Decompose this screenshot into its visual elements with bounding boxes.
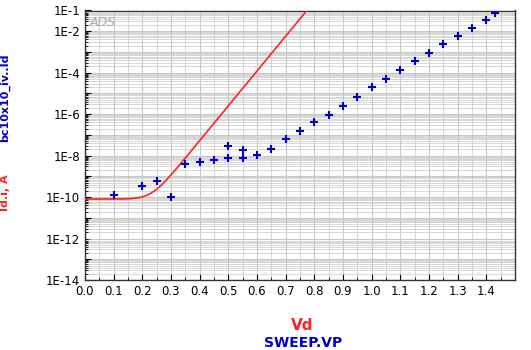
Text: ADS: ADS	[89, 16, 115, 29]
Text: Id.i, A: Id.i, A	[1, 174, 10, 211]
Text: bc10x10_iv..Id: bc10x10_iv..Id	[0, 54, 11, 142]
Text: SWEEP.VP: SWEEP.VP	[263, 336, 342, 350]
Text: Vd: Vd	[292, 318, 314, 333]
